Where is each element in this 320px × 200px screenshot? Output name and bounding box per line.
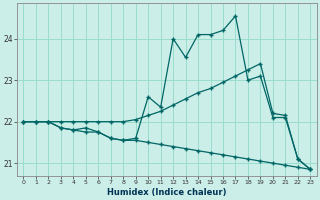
X-axis label: Humidex (Indice chaleur): Humidex (Indice chaleur) [107, 188, 227, 197]
